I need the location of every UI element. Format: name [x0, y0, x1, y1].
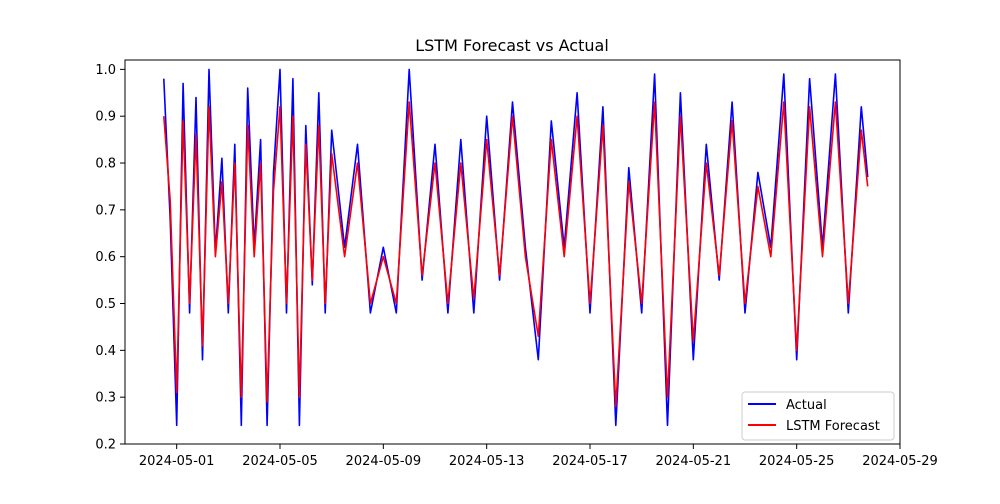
y-tick-label: 0.2: [95, 438, 116, 453]
y-tick-label: 0.4: [95, 344, 116, 359]
x-tick-label: 2024-05-09: [346, 454, 422, 469]
legend-box: [741, 391, 895, 441]
y-axis: 0.2 0.3 0.4 0.5 0.6 0.7 0.8 0.9 1.0: [95, 63, 125, 453]
series-layer: [163, 68, 869, 427]
legend-label-lstm-forecast: LSTM Forecast: [786, 419, 880, 434]
legend: Actual LSTM Forecast: [741, 391, 895, 441]
x-tick-label: 2024-05-05: [242, 454, 318, 469]
plot-area-frame: [124, 59, 901, 445]
x-tick-label: 2024-05-01: [139, 454, 215, 469]
chart-title: LSTM Forecast vs Actual: [415, 36, 609, 55]
y-tick-label: 1.0: [95, 63, 116, 78]
x-tick-label: 2024-05-25: [759, 454, 835, 469]
x-axis: 2024-05-01 2024-05-05 2024-05-09 2024-05-13…: [139, 444, 938, 469]
y-tick-label: 0.5: [95, 297, 116, 312]
x-tick-label: 2024-05-17: [552, 454, 628, 469]
x-tick-label: 2024-05-29: [862, 454, 938, 469]
x-tick-label: 2024-05-13: [449, 454, 525, 469]
y-tick-label: 0.9: [95, 110, 116, 125]
y-tick-label: 0.6: [95, 250, 116, 265]
y-tick-label: 0.8: [95, 157, 116, 172]
x-tick-label: 2024-05-21: [656, 454, 732, 469]
y-tick-label: 0.3: [95, 391, 116, 406]
y-tick-label: 0.7: [95, 203, 116, 218]
legend-label-actual: Actual: [786, 398, 827, 413]
series-line-lstm-forecast: [163, 101, 869, 408]
